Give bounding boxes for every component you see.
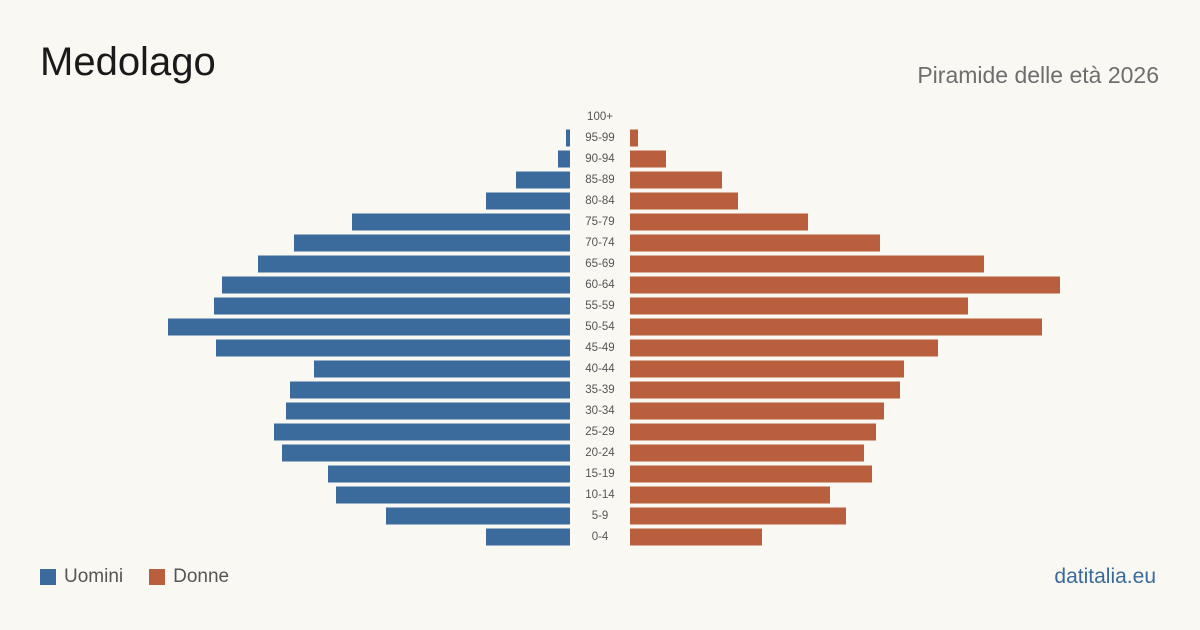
legend-item-women: Donne — [149, 566, 229, 588]
bar-men-35-39 — [290, 381, 570, 399]
age-group-label: 95-99 — [585, 132, 614, 144]
bar-men-45-49 — [216, 339, 570, 357]
legend-swatch-men — [40, 569, 56, 585]
age-group-label: 70-74 — [585, 237, 615, 249]
bar-men-55-59 — [214, 297, 570, 315]
bar-men-85-89 — [516, 171, 570, 189]
bar-men-25-29 — [274, 423, 570, 441]
chart-title: Medolago — [40, 40, 216, 84]
age-group-label: 80-84 — [585, 195, 615, 207]
age-group-label: 65-69 — [585, 258, 614, 270]
age-group-label: 30-34 — [585, 405, 615, 417]
age-group-label: 45-49 — [585, 342, 614, 354]
bar-men-5-9 — [386, 507, 570, 525]
bar-women-40-44 — [630, 360, 904, 378]
bar-men-10-14 — [336, 486, 570, 504]
bar-women-20-24 — [630, 444, 864, 462]
legend-label-men: Uomini — [64, 566, 124, 587]
bar-women-5-9 — [630, 507, 846, 525]
age-group-label: 50-54 — [585, 321, 615, 333]
bar-women-50-54 — [630, 318, 1042, 336]
age-group-label: 5-9 — [592, 510, 609, 522]
age-group-label: 10-14 — [585, 489, 615, 501]
bar-women-95-99 — [630, 129, 638, 147]
legend-swatch-women — [149, 569, 166, 585]
age-group-label: 75-79 — [585, 216, 614, 228]
age-group-label: 85-89 — [585, 174, 614, 186]
bar-women-45-49 — [630, 339, 938, 357]
bar-women-85-89 — [630, 171, 722, 189]
bar-men-30-34 — [286, 402, 570, 420]
age-group-label: 40-44 — [585, 363, 615, 375]
bar-men-50-54 — [168, 318, 570, 336]
bar-men-65-69 — [258, 255, 570, 273]
bar-men-80-84 — [486, 192, 570, 210]
age-group-label: 100+ — [587, 111, 613, 123]
bar-men-70-74 — [294, 234, 570, 252]
age-group-label: 0-4 — [592, 531, 609, 543]
legend-item-men: Uomini — [40, 566, 123, 588]
bar-women-65-69 — [630, 255, 984, 273]
age-group-label: 90-94 — [585, 153, 615, 165]
bar-men-40-44 — [314, 360, 570, 378]
bar-women-75-79 — [630, 213, 808, 231]
bar-women-15-19 — [630, 465, 872, 483]
bar-women-55-59 — [630, 297, 968, 315]
bar-women-10-14 — [630, 486, 830, 504]
age-group-label: 15-19 — [585, 468, 614, 480]
age-group-label: 20-24 — [585, 447, 615, 459]
age-group-label: 25-29 — [585, 426, 614, 438]
legend-label-women: Donne — [173, 566, 230, 587]
age-group-label: 60-64 — [585, 279, 615, 291]
age-group-label: 35-39 — [585, 384, 614, 396]
bar-men-20-24 — [282, 444, 570, 462]
age-group-label: 55-59 — [585, 300, 614, 312]
bar-women-0-4 — [630, 528, 762, 546]
bar-men-75-79 — [352, 213, 570, 231]
bar-women-70-74 — [630, 234, 880, 252]
bar-women-90-94 — [630, 150, 666, 168]
legend: Uomini Donne — [40, 566, 255, 588]
bar-women-30-34 — [630, 402, 884, 420]
bar-men-0-4 — [486, 528, 570, 546]
bar-women-35-39 — [630, 381, 900, 399]
bar-men-90-94 — [558, 150, 570, 168]
bar-women-25-29 — [630, 423, 876, 441]
bar-men-60-64 — [222, 276, 570, 294]
brand-link[interactable]: datitalia.eu — [1054, 565, 1156, 588]
bar-women-80-84 — [630, 192, 738, 210]
chart-subtitle: Piramide delle età 2026 — [917, 62, 1159, 88]
bar-men-15-19 — [328, 465, 570, 483]
bar-men-95-99 — [566, 129, 570, 147]
bar-women-60-64 — [630, 276, 1060, 294]
